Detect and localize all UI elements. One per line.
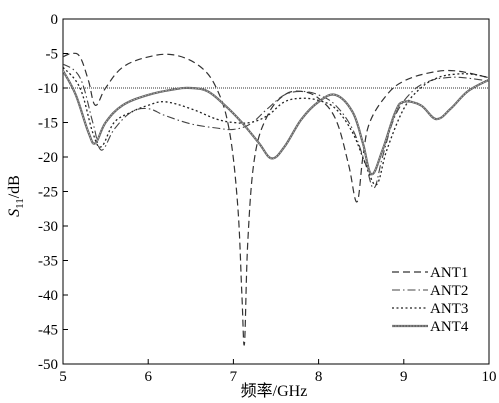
- series-line-ant4: [63, 70, 489, 176]
- x-tick-label: 5: [59, 369, 67, 385]
- y-tick-label: -40: [38, 288, 58, 304]
- y-tick-label: -35: [38, 254, 58, 270]
- legend-label-ant1: ANT1: [430, 265, 468, 281]
- x-axis-ticks: 5 6 7 8 9 10: [59, 359, 497, 385]
- legend-label-ant3: ANT3: [430, 301, 468, 317]
- x-tick-label: 7: [230, 369, 238, 385]
- legend: ANT1 ANT2 ANT3 ANT4: [392, 265, 469, 335]
- y-axis-ticks: 0 -5 -10 -15 -20 -25 -30 -35 -40 -45 -50: [38, 12, 68, 373]
- x-axis-label: 频率/GHz: [241, 382, 308, 400]
- y-tick-label: -15: [38, 116, 58, 132]
- x-tick-label: 10: [482, 369, 497, 385]
- y-tick-label: 0: [51, 12, 59, 28]
- y-tick-label: -10: [38, 81, 58, 97]
- series-line-ant2: [63, 63, 489, 189]
- y-tick-label: -50: [38, 357, 58, 373]
- y-tick-label: -30: [38, 219, 58, 235]
- y-tick-label: -25: [38, 185, 58, 201]
- series-layer: [63, 52, 489, 346]
- series-line-ant1: [63, 52, 489, 346]
- plot-area-frame: [62, 18, 490, 365]
- series-line-overlay-ant4: [63, 70, 489, 175]
- legend-label-ant2: ANT2: [430, 283, 468, 299]
- y-tick-label: -20: [38, 150, 58, 166]
- y-axis-label: S11/dB: [6, 175, 26, 217]
- y-axis-label-sub: 11: [14, 198, 26, 209]
- x-tick-label: 9: [400, 369, 408, 385]
- series-line-ant3: [63, 66, 489, 186]
- x-tick-label: 6: [144, 369, 152, 385]
- y-tick-label: -5: [46, 47, 59, 63]
- x-tick-label: 8: [315, 369, 323, 385]
- y-axis-label-unit: /dB: [6, 175, 23, 198]
- y-tick-label: -45: [38, 323, 58, 339]
- legend-label-ant4: ANT4: [430, 319, 469, 335]
- y-axis-label-main: S: [6, 209, 23, 217]
